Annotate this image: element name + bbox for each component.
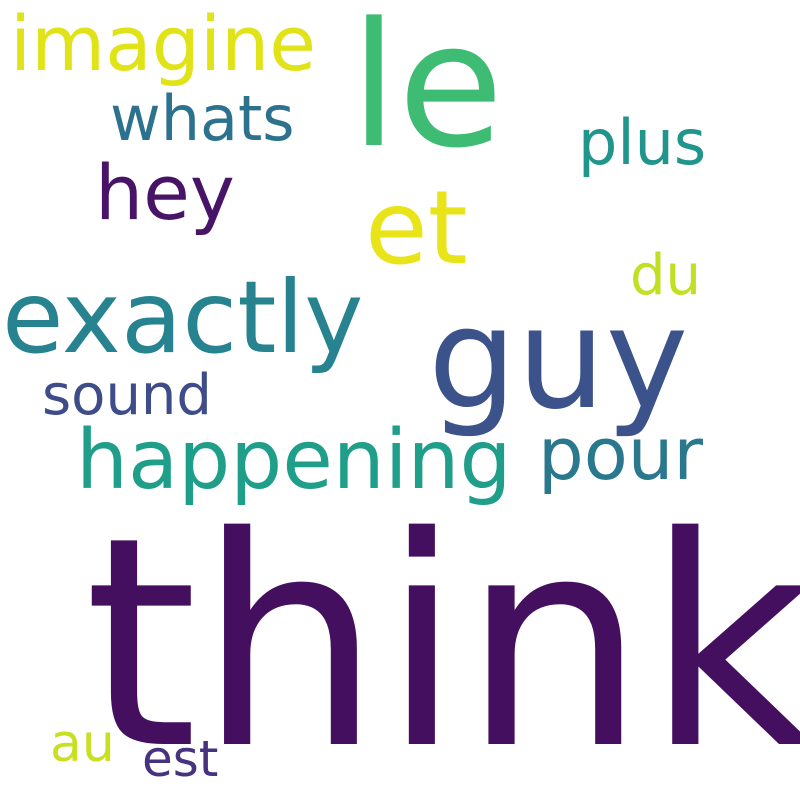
word-le: le [350, 0, 504, 186]
word-whats: whats [110, 82, 295, 155]
word-sound: sound [42, 363, 212, 428]
word-imagine: imagine [10, 0, 317, 88]
word-au: au [50, 714, 115, 774]
word-plus: plus [578, 106, 707, 179]
word-hey: hey [95, 148, 235, 237]
word-think: think [84, 476, 800, 800]
word-pour: pour [538, 412, 703, 496]
word-est: est [142, 730, 219, 788]
word-exactly: exactly [2, 259, 364, 376]
word-du: du [630, 243, 702, 308]
word-happening: happening [76, 413, 512, 508]
word-guy: guy [428, 278, 689, 441]
word-et: et [365, 169, 468, 288]
